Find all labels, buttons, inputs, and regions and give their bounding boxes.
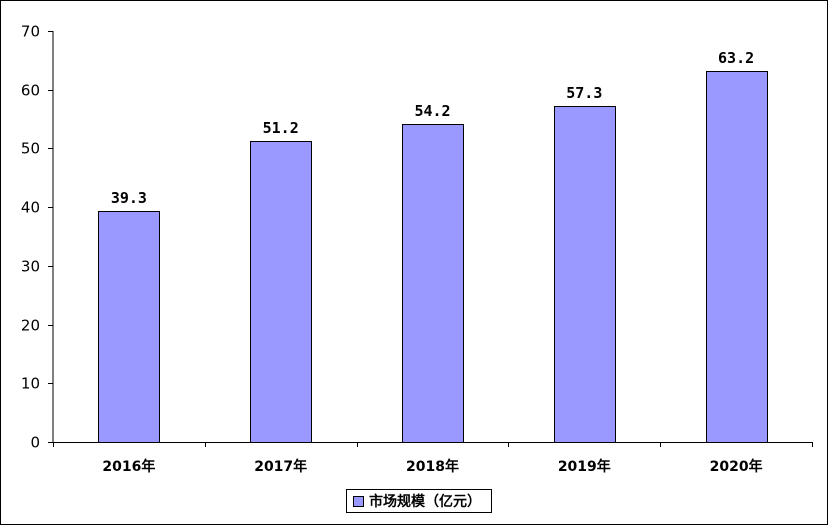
x-tick-label: 2018年 [406, 458, 459, 475]
data-label: 57.3 [566, 84, 602, 102]
x-tick-label: 2017年 [254, 458, 307, 475]
data-label: 63.2 [718, 49, 754, 67]
bar [250, 141, 312, 443]
y-tick-label: 10 [21, 375, 40, 393]
y-tick-label: 60 [21, 82, 40, 100]
bars [98, 71, 768, 443]
bar [98, 211, 160, 443]
x-tick-label: 2016年 [102, 458, 155, 475]
data-label: 39.3 [111, 189, 147, 207]
y-tick-label: 50 [21, 140, 40, 158]
legend-swatch [353, 495, 364, 507]
bar [706, 71, 768, 443]
legend: 市场规模（亿元） [346, 489, 492, 513]
data-label: 51.2 [263, 119, 299, 137]
bar [554, 106, 616, 443]
y-tick-label: 20 [21, 317, 40, 335]
data-label: 54.2 [414, 102, 450, 120]
legend-label: 市场规模（亿元） [369, 494, 481, 510]
y-tick-label: 30 [21, 258, 40, 276]
x-tick-label: 2019年 [558, 458, 611, 475]
y-tick-label: 0 [30, 434, 40, 452]
x-tick-label: 2020年 [710, 458, 763, 475]
y-axis: 0 10 20 30 40 50 60 70 [21, 23, 54, 452]
y-tick-label: 40 [21, 199, 40, 217]
y-tick-label: 70 [21, 23, 40, 41]
x-axis: 2016年 2017年 2018年 2019年 2020年 [53, 442, 813, 475]
bar [402, 124, 464, 443]
data-labels: 39.3 51.2 54.2 57.3 63.2 [111, 49, 754, 207]
